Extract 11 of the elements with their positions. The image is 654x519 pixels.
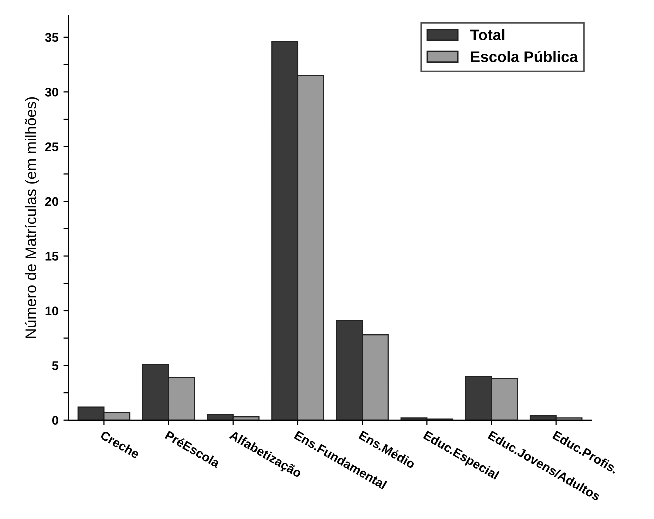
legend-label: Total	[470, 29, 505, 41]
y-axis-title: Número de Matrículas (em milhões)	[25, 98, 40, 338]
legend-label: Escola Pública	[471, 51, 578, 62]
y-tick-label: 15	[46, 252, 59, 261]
y-tick-label: 0	[52, 416, 58, 426]
y-tick-label: 30	[45, 88, 58, 97]
y-tick-label: 10	[46, 306, 58, 316]
y-tick-label: 35	[45, 33, 59, 42]
y-tick-label: 25	[45, 142, 59, 152]
y-tick-label: 20	[45, 197, 58, 206]
y-tick-label: 5	[52, 362, 59, 370]
